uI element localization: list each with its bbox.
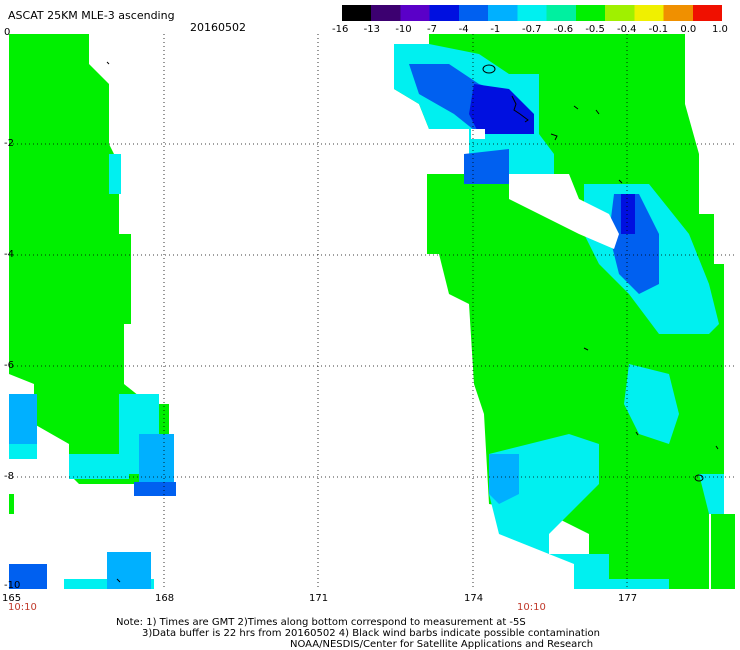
legend-tick-label: -4: [458, 24, 469, 35]
lon-label-177: 177: [618, 593, 638, 604]
right-swath-green-se: [711, 514, 735, 589]
left-edge-green: [9, 494, 14, 514]
island-9: [116, 578, 121, 583]
legend-tick-label: -16: [332, 24, 349, 35]
island-7: [715, 445, 719, 450]
right-swath-cyan-south: [489, 434, 669, 589]
lon-label-165: 165: [2, 593, 22, 604]
legend-tick-label: -0.6: [553, 24, 574, 35]
gap-2: [471, 129, 485, 139]
color-legend: [342, 5, 722, 21]
lon-label-171: 171: [309, 593, 329, 604]
left-bottom-box: [107, 552, 151, 589]
right-swath: [394, 34, 735, 589]
lon-label-174: 174: [464, 593, 484, 604]
left-bottom-cyan: [9, 444, 37, 459]
legend-tick-label: -0.1: [648, 24, 669, 35]
note-line-3: NOAA/NESDIS/Center for Satellite Applica…: [290, 639, 594, 650]
lon-label-168: 168: [155, 593, 175, 604]
time-label-right: 10:10: [517, 602, 546, 613]
map-date: 20160502: [190, 21, 246, 34]
left-bottom-lightblue: [9, 394, 37, 444]
island-1: [482, 64, 496, 74]
note-line-2: 3)Data buffer is 22 hrs from 20160502 4)…: [142, 628, 600, 639]
data-gaps: [471, 129, 619, 249]
left-swath-green: [9, 34, 169, 484]
legend-tick-label: -0.4: [617, 24, 637, 35]
map-title: ASCAT 25KM MLE-3 ascending: [8, 9, 175, 22]
lat-label-0: 0: [4, 27, 11, 38]
left-swath-blue: [134, 482, 176, 496]
island-10: [618, 179, 639, 436]
lat-label-4: -4: [4, 249, 14, 260]
legend-tick-label: -0.5: [585, 24, 605, 35]
lat-label-6: -6: [4, 360, 14, 371]
legend-tick-label: 1.0: [712, 24, 728, 35]
island-2: [511, 95, 529, 123]
time-label-left: 10:10: [8, 602, 37, 613]
gap-1: [509, 174, 619, 249]
left-bottom-blue: [9, 564, 47, 589]
right-swath-lightblue-south: [489, 454, 519, 504]
island-3: [550, 133, 558, 141]
right-swath-cyan-east: [624, 364, 679, 444]
legend-tick-label: -1: [490, 24, 501, 35]
left-swath-lightblue: [139, 434, 174, 484]
right-swath-deepblue-mid: [621, 194, 635, 234]
islands: [106, 61, 719, 583]
legend-tick-label: -10: [395, 24, 412, 35]
legend-tick-label: -13: [363, 24, 380, 35]
left-swath-cyan-1: [109, 154, 121, 194]
legend-tick-label: -0.7: [522, 24, 542, 35]
island-5: [583, 347, 589, 351]
legend-tick-label: -7: [427, 24, 437, 35]
lat-label-10: -10: [4, 580, 21, 591]
map-svg: [9, 34, 735, 589]
island-8: [106, 61, 110, 65]
island-6: [694, 474, 704, 482]
map-panel: [9, 34, 735, 589]
right-swath-deepblue-north: [469, 84, 534, 134]
lat-label-8: -8: [4, 471, 14, 482]
right-swath-blue-strip: [464, 149, 509, 184]
left-swath-cyan-3: [69, 454, 129, 479]
grid-lines: [9, 34, 735, 589]
legend-tick-label: 0.0: [680, 24, 697, 35]
left-swath: [9, 34, 176, 589]
right-swath-cyan-se: [699, 474, 724, 514]
island-4: [573, 105, 600, 115]
lat-label-2: -2: [4, 138, 14, 149]
note-line-1: Note: 1) Times are GMT 2)Times along bot…: [116, 617, 526, 628]
